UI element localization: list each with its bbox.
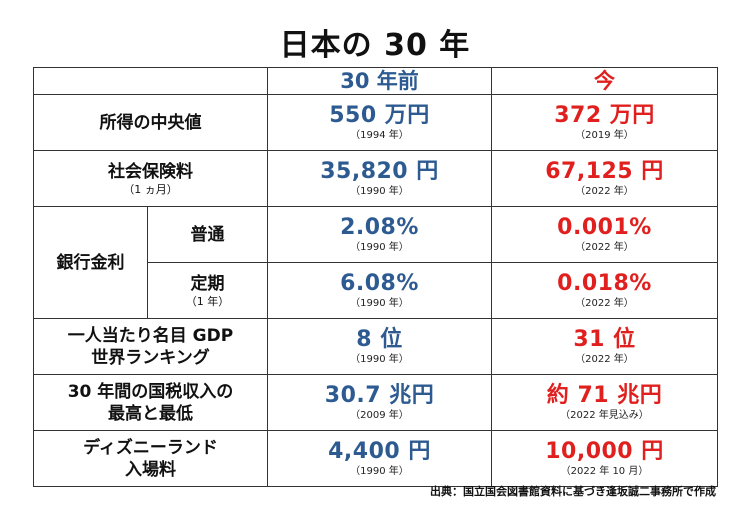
row-label-tax-revenue-line1: 30 年間の国税収入の <box>67 381 234 402</box>
row-label-cell: 30 年間の国税収入の 最高と最低 <box>33 374 268 431</box>
row-label-disneyland-line2: 入場料 <box>125 459 176 480</box>
now-year: （2022 年） <box>575 242 634 253</box>
now-cell: 67,125 円 （2022 年） <box>491 150 718 207</box>
row-label-disneyland-line1: ディズニーランド <box>83 437 218 458</box>
now-year: （2022 年） <box>575 354 634 365</box>
page-title: 日本の 30 年 <box>279 28 471 63</box>
then-value: 30.7 兆円 <box>324 383 435 408</box>
then-cell: 30.7 兆円 （2009 年） <box>267 374 492 431</box>
then-value: 8 位 <box>356 327 403 352</box>
then-cell: 550 万円 （1994 年） <box>267 94 492 151</box>
then-year: （1990 年） <box>350 354 409 365</box>
table-row-social-insurance: 社会保険料 （1 ヵ月） 35,820 円 （1990 年） 67,125 円 … <box>33 150 718 207</box>
now-cell: 約 71 兆円 （2022 年見込み） <box>491 374 718 431</box>
then-value: 4,400 円 <box>328 439 431 464</box>
row-label-fixed: 定期 <box>190 273 225 294</box>
row-label-cell: ディズニーランド 入場料 <box>33 430 268 487</box>
now-cell: 0.001% （2022 年） <box>491 206 718 263</box>
now-year: （2022 年） <box>575 186 634 197</box>
then-value: 6.08% <box>340 271 419 296</box>
now-year: （2019 年） <box>575 130 634 141</box>
header-blank-cell <box>33 67 268 95</box>
now-value: 31 位 <box>573 327 636 352</box>
then-cell: 35,820 円 （1990 年） <box>267 150 492 207</box>
table-row-bank-ordinary: 銀行金利 普通 2.08% （1990 年） 0.001% （2022 年） <box>33 206 718 319</box>
now-value: 10,000 円 <box>545 439 664 464</box>
now-cell: 0.018% （2022 年） <box>491 262 718 319</box>
now-value: 67,125 円 <box>545 159 664 184</box>
row-sublabel: （1 年） <box>185 294 230 308</box>
then-value: 550 万円 <box>329 103 430 128</box>
row-label-gdp-rank-line1: 一人当たり名目 GDP <box>67 325 234 346</box>
then-cell: 4,400 円 （1990 年） <box>267 430 492 487</box>
row-label-cell: 定期 （1 年） <box>147 262 268 319</box>
now-value: 0.018% <box>557 271 652 296</box>
then-cell: 6.08% （1990 年） <box>267 262 492 319</box>
row-sublabel: （1 ヵ月） <box>123 182 178 196</box>
then-cell: 2.08% （1990 年） <box>267 206 492 263</box>
now-value: 約 71 兆円 <box>546 383 663 408</box>
now-year: （2022 年 10 月） <box>560 466 649 477</box>
row-label-cell: 一人当たり名目 GDP 世界ランキング <box>33 318 268 375</box>
then-value: 2.08% <box>340 215 419 240</box>
row-label-ordinary: 普通 <box>147 206 268 263</box>
now-value: 372 万円 <box>554 103 655 128</box>
then-year: （2009 年） <box>350 410 409 421</box>
source-note: 出典：国立国会図書館資料に基づき逢坂誠二事務所で作成 <box>430 485 716 498</box>
then-year: （1990 年） <box>350 466 409 477</box>
column-header-then: 30 年前 <box>267 67 492 95</box>
now-cell: 372 万円 （2019 年） <box>491 94 718 151</box>
then-year: （1994 年） <box>350 130 409 141</box>
now-year: （2022 年見込み） <box>560 410 649 421</box>
now-cell: 10,000 円 （2022 年 10 月） <box>491 430 718 487</box>
then-year: （1990 年） <box>350 186 409 197</box>
row-label-cell: 社会保険料 （1 ヵ月） <box>33 150 268 207</box>
row-label-tax-revenue-line2: 最高と最低 <box>108 403 193 424</box>
table-row-tax-revenue: 30 年間の国税収入の 最高と最低 30.7 兆円 （2009 年） 約 71 … <box>33 374 718 431</box>
table-row-bank-fixed: 定期 （1 年） 6.08% （1990 年） 0.018% （2022 年） <box>34 262 718 319</box>
row-label-gdp-rank-line2: 世界ランキング <box>91 347 210 368</box>
now-year: （2022 年） <box>575 298 634 309</box>
now-cell: 31 位 （2022 年） <box>491 318 718 375</box>
row-label-median-income: 所得の中央値 <box>33 94 268 151</box>
column-header-now: 今 <box>491 67 718 95</box>
table-row-gdp-rank: 一人当たり名目 GDP 世界ランキング 8 位 （1990 年） 31 位 （2… <box>33 318 718 375</box>
row-label-social-insurance: 社会保険料 <box>108 161 193 182</box>
table-row-disneyland: ディズニーランド 入場料 4,400 円 （1990 年） 10,000 円 （… <box>33 430 718 487</box>
table-row-median-income: 所得の中央値 550 万円 （1994 年） 372 万円 （2019 年） <box>33 94 718 151</box>
comparison-table: 30 年前 今 所得の中央値 550 万円 （1994 年） 372 万円 （2… <box>33 67 718 487</box>
row-label-bank-interest: 銀行金利 <box>33 206 148 319</box>
then-cell: 8 位 （1990 年） <box>267 318 492 375</box>
then-year: （1990 年） <box>350 298 409 309</box>
then-year: （1990 年） <box>350 242 409 253</box>
table-header-row: 30 年前 今 <box>33 67 718 95</box>
now-value: 0.001% <box>557 215 652 240</box>
then-value: 35,820 円 <box>320 159 439 184</box>
